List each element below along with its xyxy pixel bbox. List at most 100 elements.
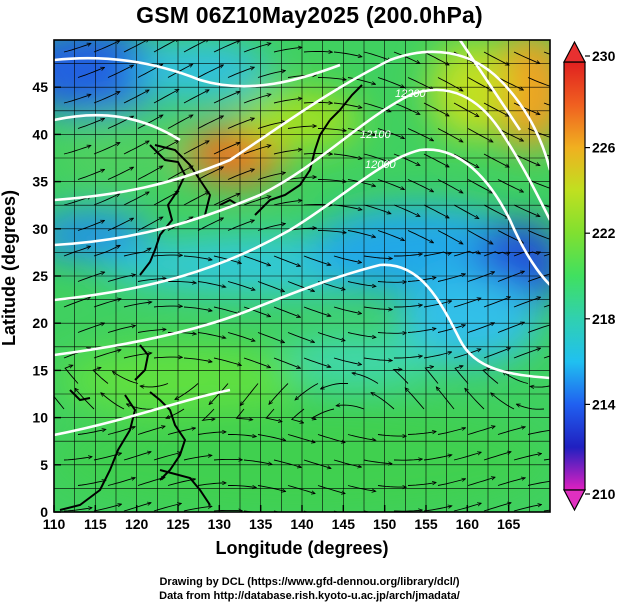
streamline [497,427,525,435]
streamline [467,179,493,193]
streamline [407,77,433,90]
streamline [527,480,550,486]
streamline [63,508,92,512]
y-tick-label: 20 [32,315,48,331]
streamline [347,179,375,187]
streamline [503,372,529,384]
streamline [227,281,255,291]
streamline [377,179,404,190]
streamline [153,90,179,104]
streamline [243,459,272,464]
streamline [453,349,481,359]
streamline [77,221,104,231]
x-tick-label: 160 [456,516,480,532]
streamline [137,115,163,129]
streamline [527,429,550,435]
streamline [423,51,449,65]
streamline [227,332,255,342]
streamline [513,505,541,512]
streamline [483,348,510,359]
streamline [127,404,155,410]
streamline [213,357,241,365]
streamline [137,426,165,435]
streamline [123,141,149,155]
streamline [77,272,104,282]
streamline [423,455,452,461]
y-tick-label: 5 [40,457,48,473]
streamline [424,367,439,384]
streamline [333,357,361,365]
streamline [101,393,125,410]
streamline [377,333,406,334]
contour-label: 12000 [365,159,396,171]
streamline [183,357,212,362]
streamline [497,128,523,141]
streamline [483,452,511,461]
x-tick-label: 125 [166,516,190,532]
streamline [321,382,349,388]
streamline [310,408,335,419]
streamline [333,459,361,467]
streamline [123,90,149,104]
streamline [467,128,493,142]
streamline [453,204,479,219]
streamline [213,194,240,206]
streamline [243,145,271,155]
streamline [497,271,524,282]
x-tick-label: 145 [332,516,356,532]
streamline [153,504,181,512]
streamline [497,322,524,333]
streamline [543,355,550,359]
streamline [227,169,254,180]
streamline [513,348,540,359]
credit-drawing: Drawing by DCL (https://www.gfd-dennou.o… [159,576,460,588]
streamline [107,218,133,231]
streamline [243,357,270,368]
streamline [483,204,509,218]
streamline [269,383,289,405]
streamline [213,143,240,155]
streamline [243,43,271,53]
streamline [183,141,209,155]
streamline [333,102,362,108]
streamline [467,272,494,282]
streamline [257,332,284,343]
x-tick-label: 120 [125,516,149,532]
streamline [347,332,376,338]
streamline [167,281,196,283]
streamline [213,306,241,314]
streamline [273,98,302,104]
streamline [423,102,449,116]
streamline [423,204,449,218]
streamline [243,94,271,104]
streamline [257,122,285,129]
streamline [333,204,362,210]
streamline [92,368,109,384]
streamline [423,153,449,167]
streamline [167,64,193,78]
streamline [437,274,465,282]
streamline [392,369,409,384]
streamline [303,52,332,53]
streamline [543,509,550,512]
streamline [197,483,226,486]
streamline [213,459,242,460]
streamline [467,77,493,91]
streamline [531,384,550,388]
streamline [265,408,282,422]
plot-area: 12200 12100 12000 [54,40,550,512]
streamline [317,128,346,131]
y-tick-label: 45 [32,79,48,95]
streamline [183,455,212,461]
wind-streamlines [54,40,550,512]
streamline [491,393,515,410]
streamline [227,67,254,78]
streamline [183,506,212,512]
streamline [77,119,104,129]
streamline [513,297,540,308]
colorbar: 210 214 218 222 226 230 [563,40,616,512]
streamline [197,116,223,129]
streamline [543,253,550,257]
streamline [393,510,422,511]
